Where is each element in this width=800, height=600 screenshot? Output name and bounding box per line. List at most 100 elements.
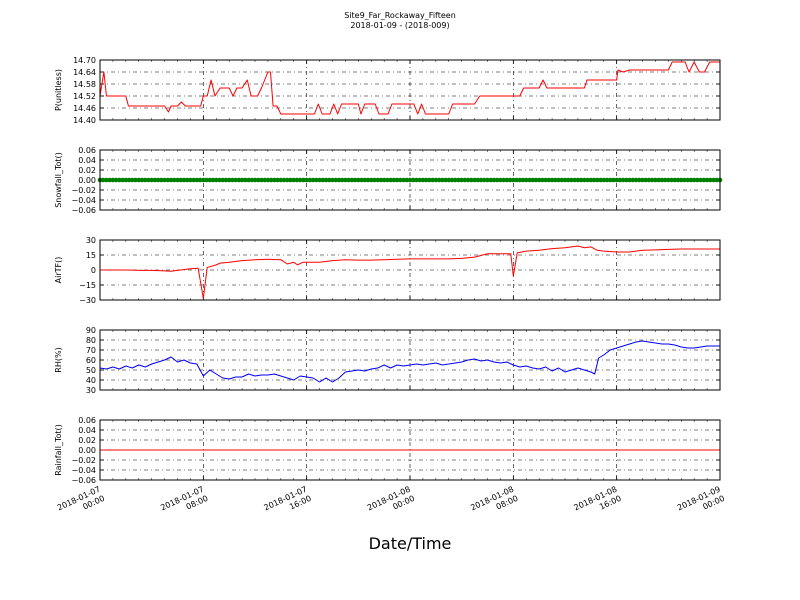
data-point [388, 177, 393, 183]
data-point [398, 177, 403, 183]
data-point [326, 177, 332, 183]
data-point [504, 177, 510, 183]
data-point [339, 177, 345, 183]
data-point [320, 177, 326, 183]
data-point [365, 177, 371, 183]
y-tick-label: −15 [79, 281, 96, 290]
data-point [175, 177, 180, 183]
data-point [191, 177, 196, 183]
data-point [394, 177, 400, 183]
y-axis-label: Snowfall_Tot() [54, 152, 63, 208]
data-point [565, 177, 571, 183]
y-tick-label: 0 [91, 266, 96, 275]
series-line [99, 61, 720, 115]
data-point [352, 177, 358, 183]
data-point [649, 177, 655, 183]
x-tick-label: 2018-01-0800:00 [366, 485, 416, 522]
data-point [569, 177, 574, 183]
data-point [695, 177, 700, 183]
chart-title: Site9_Far_Rockaway_Fifteen [344, 11, 456, 20]
data-point [239, 177, 245, 183]
y-tick-label: 80 [86, 336, 96, 345]
y-tick-label: −0.02 [71, 186, 96, 195]
y-axis-label: P(unitless) [54, 69, 63, 111]
data-point [165, 177, 171, 183]
data-point [678, 177, 684, 183]
data-point [423, 177, 429, 183]
data-point [443, 177, 448, 183]
data-point [540, 177, 545, 183]
y-tick-label: −0.02 [71, 456, 96, 465]
data-point [168, 177, 174, 183]
data-point [152, 177, 158, 183]
x-tick-label: 2018-01-0900:00 [676, 485, 726, 522]
data-point [204, 177, 209, 183]
y-tick-label: 14.70 [73, 56, 96, 65]
data-point [511, 177, 516, 183]
plot-frame [99, 149, 721, 211]
data-point [375, 177, 381, 183]
data-point [284, 177, 290, 183]
x-axis-label: Date/Time [368, 534, 452, 553]
y-tick-label: 90 [86, 326, 96, 335]
data-point [385, 177, 390, 183]
data-point [262, 177, 267, 183]
data-point [159, 177, 164, 183]
data-point [685, 177, 691, 183]
data-point [207, 177, 213, 183]
data-point [414, 177, 419, 183]
data-point [317, 177, 322, 183]
y-tick-label: 60 [86, 356, 96, 365]
data-point [556, 177, 561, 183]
data-point [607, 177, 613, 183]
data-point [430, 177, 435, 183]
data-point [436, 177, 442, 183]
data-point [194, 177, 200, 183]
data-point [356, 177, 361, 183]
plot-frame [99, 419, 721, 481]
data-point [278, 177, 284, 183]
data-point [233, 177, 238, 183]
data-point [704, 177, 710, 183]
data-point [197, 177, 203, 183]
data-point [669, 177, 674, 183]
data-point [330, 177, 335, 183]
y-tick-label: −0.06 [71, 476, 96, 485]
data-point [297, 177, 303, 183]
data-point [578, 177, 584, 183]
data-point [133, 177, 138, 183]
data-point [488, 177, 494, 183]
y-tick-label: 14.64 [73, 68, 96, 77]
data-point [633, 177, 639, 183]
x-tick-label: 2018-01-0808:00 [469, 485, 519, 522]
data-point [478, 177, 484, 183]
data-point [149, 177, 154, 183]
data-point [391, 177, 397, 183]
data-point [213, 177, 219, 183]
data-point [255, 177, 261, 183]
y-axis-label: AirTF() [54, 257, 63, 284]
data-point [662, 177, 668, 183]
data-point [201, 177, 206, 183]
data-point [559, 177, 565, 183]
data-point [672, 177, 678, 183]
y-tick-label: −0.06 [71, 206, 96, 215]
y-tick-label: 0.02 [78, 166, 96, 175]
data-point [656, 177, 661, 183]
data-point [572, 177, 577, 183]
data-point [155, 177, 161, 183]
data-point [107, 177, 112, 183]
data-point [349, 177, 355, 183]
data-point [582, 177, 587, 183]
data-point [433, 177, 439, 183]
data-point [220, 177, 226, 183]
data-point [333, 177, 339, 183]
y-tick-label: 0.02 [78, 436, 96, 445]
data-point [498, 177, 503, 183]
data-point [481, 177, 487, 183]
data-point [323, 177, 329, 183]
data-point [123, 177, 129, 183]
data-point [624, 177, 629, 183]
y-tick-label: 0.06 [78, 146, 96, 155]
